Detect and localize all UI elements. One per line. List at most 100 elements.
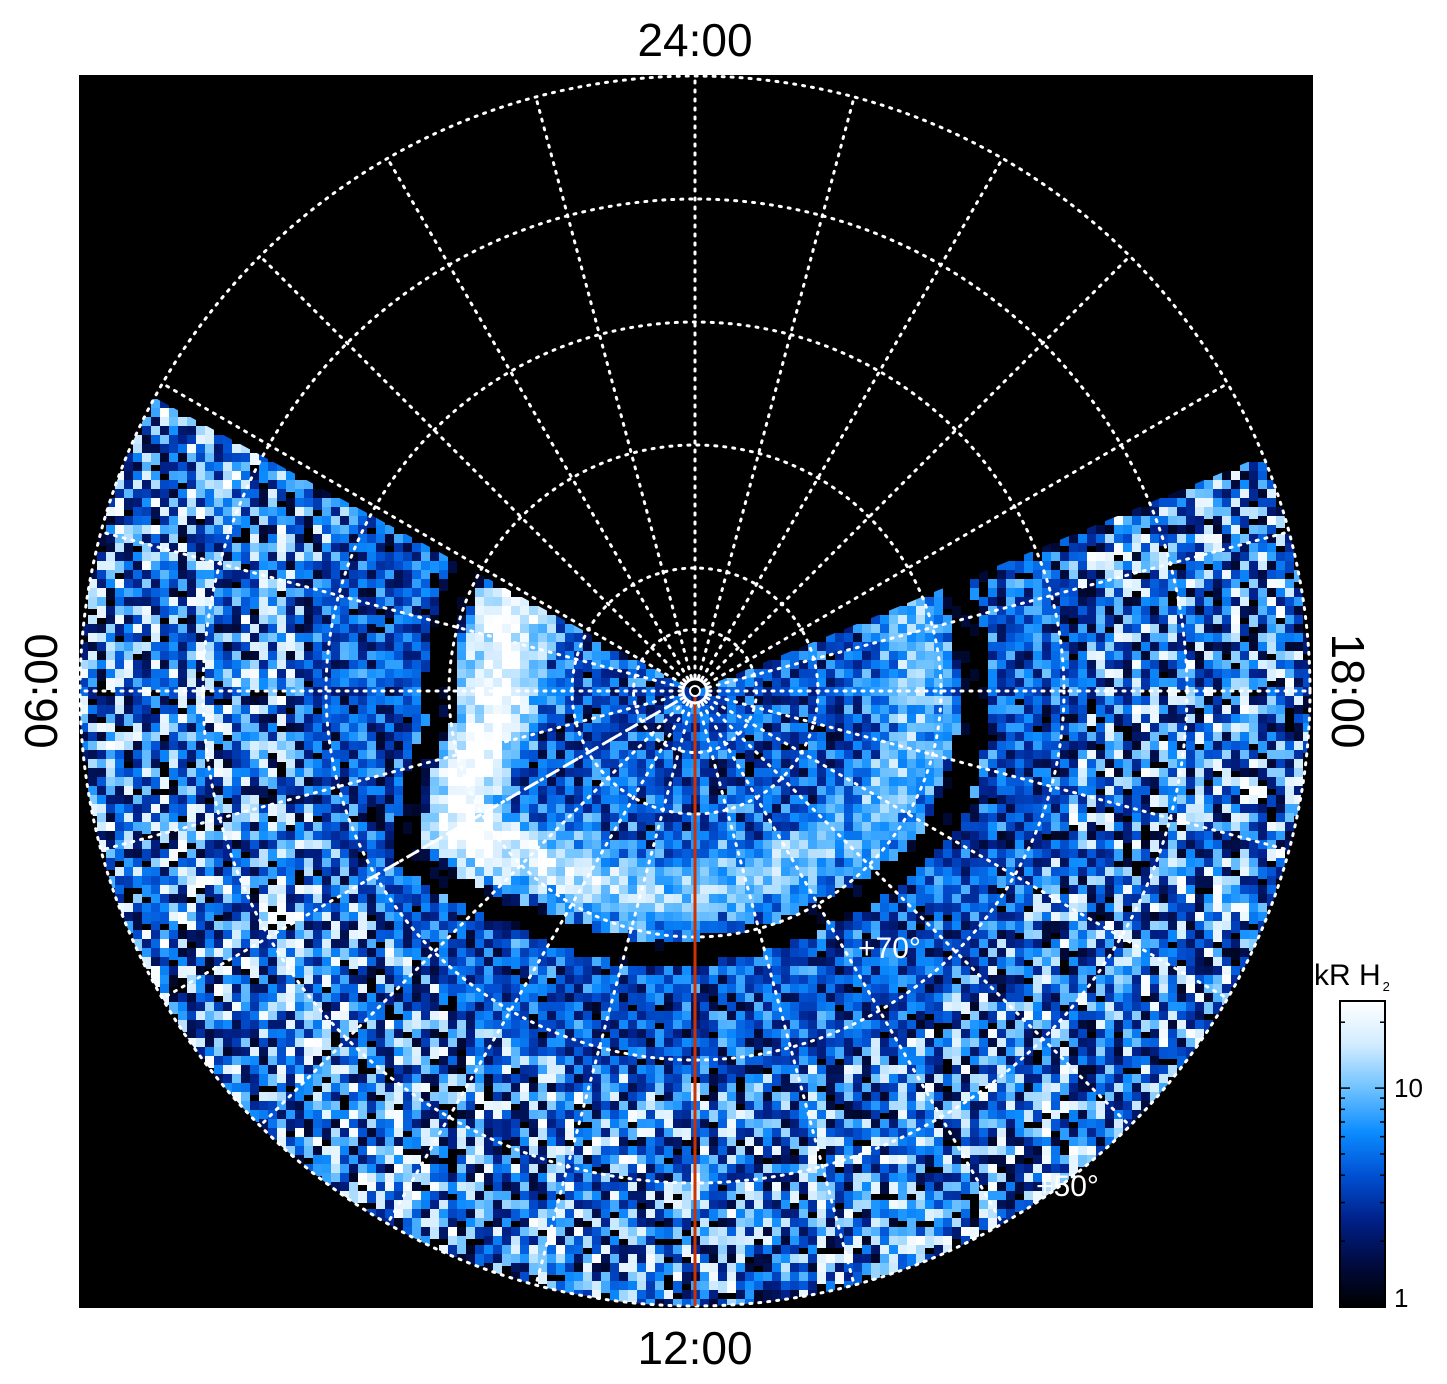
emission-pixel: [1303, 723, 1310, 735]
emission-pixel: [988, 678, 997, 690]
emission-pixel: [133, 714, 142, 726]
emission-pixel: [268, 615, 277, 627]
emission-pixel: [133, 597, 142, 609]
emission-pixel: [223, 552, 232, 564]
emission-pixel: [349, 696, 358, 708]
emission-pixel: [1132, 642, 1141, 654]
emission-pixel: [871, 669, 880, 681]
emission-pixel: [826, 687, 835, 699]
emission-pixel: [205, 534, 214, 546]
emission-pixel: [1240, 597, 1249, 609]
emission-pixel: [1285, 579, 1294, 591]
emission-pixel: [313, 534, 322, 546]
emission-pixel: [376, 516, 385, 528]
emission-pixel: [1186, 516, 1195, 528]
emission-pixel: [403, 615, 412, 627]
emission-pixel: [601, 651, 610, 663]
emission-pixel: [214, 480, 223, 492]
emission-pixel: [295, 714, 304, 726]
emission-pixel: [772, 687, 781, 699]
emission-pixel: [997, 732, 1006, 744]
emission-pixel: [1105, 669, 1114, 681]
emission-pixel: [1249, 462, 1258, 474]
emission-pixel: [250, 516, 259, 528]
emission-pixel: [574, 696, 583, 708]
emission-pixel: [574, 723, 583, 735]
emission-pixel: [358, 516, 367, 528]
emission-pixel: [727, 921, 736, 933]
emission-pixel: [628, 696, 637, 708]
emission-pixel: [1276, 741, 1285, 753]
emission-pixel: [142, 444, 151, 456]
emission-pixel: [1060, 876, 1069, 888]
emission-pixel: [232, 444, 241, 456]
emission-pixel: [367, 579, 376, 591]
emission-pixel: [376, 543, 385, 555]
emission-pixel: [610, 651, 619, 663]
emission-pixel: [187, 561, 196, 573]
emission-pixel: [988, 705, 997, 717]
emission-pixel: [1042, 651, 1051, 663]
emission-pixel: [124, 498, 133, 510]
emission-pixel: [808, 696, 817, 708]
emission-pixel: [925, 660, 934, 672]
emission-pixel: [592, 732, 601, 744]
emission-pixel: [178, 417, 187, 429]
emission-pixel: [1132, 714, 1141, 726]
emission-pixel: [475, 669, 484, 681]
emission-pixel: [1015, 561, 1024, 573]
emission-pixel: [853, 624, 862, 636]
emission-pixel: [367, 534, 376, 546]
emission-pixel: [223, 651, 232, 663]
emission-pixel: [421, 714, 430, 726]
emission-pixel: [1168, 687, 1177, 699]
emission-pixel: [844, 669, 853, 681]
emission-pixel: [322, 750, 331, 762]
emission-pixel: [268, 525, 277, 537]
emission-pixel: [259, 624, 268, 636]
emission-pixel: [331, 723, 340, 735]
emission-pixel: [1114, 669, 1123, 681]
emission-pixel: [187, 633, 196, 645]
emission-pixel: [655, 732, 664, 744]
emission-pixel: [430, 606, 439, 618]
emission-pixel: [331, 741, 340, 753]
emission-pixel: [475, 876, 484, 888]
emission-pixel: [340, 543, 349, 555]
emission-pixel: [286, 534, 295, 546]
emission-pixel: [1258, 543, 1267, 555]
emission-pixel: [475, 606, 484, 618]
emission-pixel: [358, 624, 367, 636]
emission-pixel: [97, 588, 106, 600]
emission-pixel: [1069, 570, 1078, 582]
emission-pixel: [214, 453, 223, 465]
emission-pixel: [124, 579, 133, 591]
emission-pixel: [529, 723, 538, 735]
emission-pixel: [871, 741, 880, 753]
emission-pixel: [295, 669, 304, 681]
emission-pixel: [277, 543, 286, 555]
emission-pixel: [1051, 615, 1060, 627]
emission-pixel: [997, 642, 1006, 654]
emission-pixel: [439, 732, 448, 744]
emission-pixel: [1123, 525, 1132, 537]
emission-pixel: [709, 705, 718, 717]
emission-pixel: [142, 597, 151, 609]
emission-pixel: [736, 678, 745, 690]
emission-pixel: [223, 642, 232, 654]
emission-pixel: [1285, 597, 1294, 609]
emission-pixel: [1276, 507, 1285, 519]
emission-pixel: [1123, 561, 1132, 573]
emission-pixel: [493, 678, 502, 690]
emission-pixel: [1060, 741, 1069, 753]
emission-pixel: [925, 651, 934, 663]
emission-pixel: [205, 606, 214, 618]
emission-pixel: [1267, 849, 1276, 861]
emission-pixel: [178, 840, 187, 852]
emission-pixel: [367, 714, 376, 726]
emission-pixel: [430, 849, 439, 861]
emission-pixel: [304, 552, 313, 564]
emission-pixel: [1177, 714, 1186, 726]
emission-pixel: [196, 723, 205, 735]
emission-pixel: [106, 669, 115, 681]
